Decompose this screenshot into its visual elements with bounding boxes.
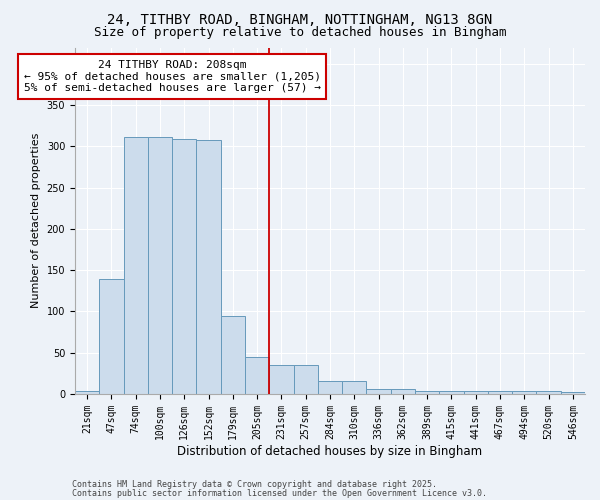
Bar [124,138,148,394]
Text: Contains HM Land Registry data © Crown copyright and database right 2025.: Contains HM Land Registry data © Crown c… [72,480,437,489]
Bar [512,392,536,394]
Bar [245,357,269,394]
Bar [561,392,585,394]
Text: 24, TITHBY ROAD, BINGHAM, NOTTINGHAM, NG13 8GN: 24, TITHBY ROAD, BINGHAM, NOTTINGHAM, NG… [107,12,493,26]
Text: Contains public sector information licensed under the Open Government Licence v3: Contains public sector information licen… [72,488,487,498]
Bar [367,389,391,394]
Bar [464,392,488,394]
Bar [342,381,367,394]
Y-axis label: Number of detached properties: Number of detached properties [31,133,41,308]
Bar [488,392,512,394]
Text: 24 TITHBY ROAD: 208sqm
← 95% of detached houses are smaller (1,205)
5% of semi-d: 24 TITHBY ROAD: 208sqm ← 95% of detached… [23,60,320,93]
Bar [196,140,221,394]
Bar [293,365,318,394]
X-axis label: Distribution of detached houses by size in Bingham: Distribution of detached houses by size … [178,444,482,458]
Bar [415,392,439,394]
Bar [318,381,342,394]
Bar [99,280,124,394]
Bar [148,138,172,394]
Bar [75,392,99,394]
Bar [269,365,293,394]
Bar [439,392,464,394]
Text: Size of property relative to detached houses in Bingham: Size of property relative to detached ho… [94,26,506,39]
Bar [172,139,196,394]
Bar [221,316,245,394]
Bar [536,392,561,394]
Bar [391,389,415,394]
